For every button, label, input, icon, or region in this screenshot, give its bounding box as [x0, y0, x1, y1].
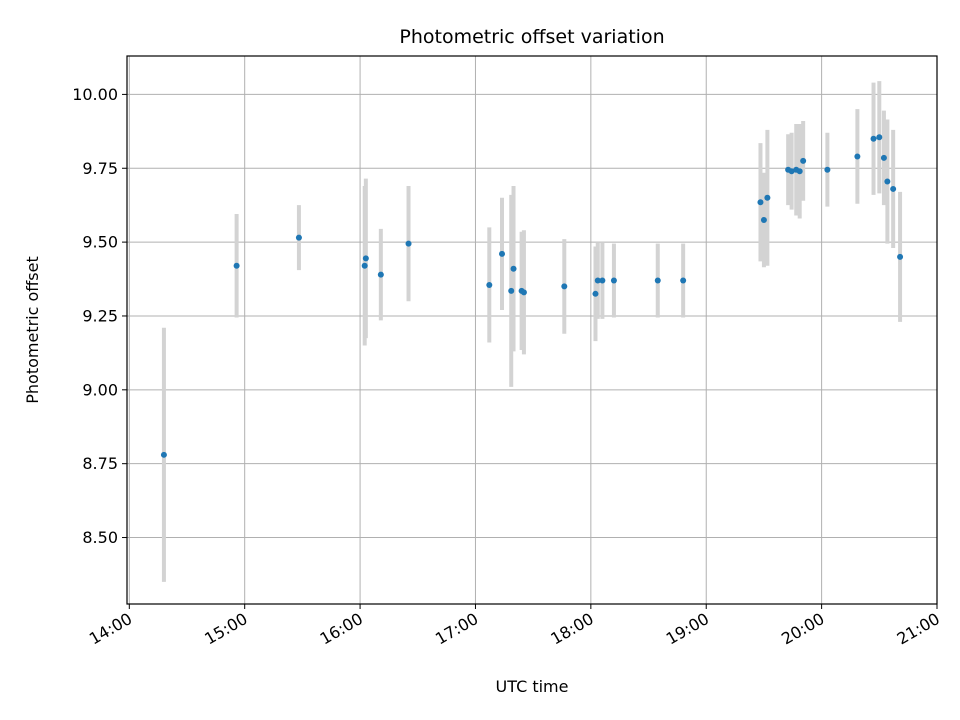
data-point-15 — [594, 277, 601, 284]
data-point-4 — [362, 255, 369, 262]
data-point-24 — [788, 168, 795, 175]
data-point-6 — [405, 240, 412, 247]
data-point-2 — [295, 234, 302, 241]
data-point-17 — [610, 277, 617, 284]
data-point-29 — [854, 153, 861, 160]
y-tick-label-5: 9.75 — [82, 159, 118, 178]
data-point-31 — [876, 134, 883, 141]
data-point-10 — [510, 265, 517, 272]
data-point-8 — [499, 250, 505, 257]
data-point-3 — [361, 262, 368, 269]
chart-title: Photometric offset variation — [399, 26, 664, 48]
y-tick-label-1: 8.75 — [82, 454, 118, 473]
data-point-7 — [486, 281, 493, 288]
y-tick-label-0: 8.50 — [82, 528, 118, 547]
data-point-34 — [890, 185, 897, 192]
data-point-22 — [764, 194, 771, 201]
data-point-27 — [800, 157, 807, 164]
data-point-20 — [757, 199, 764, 206]
data-point-9 — [508, 287, 515, 294]
y-tick-label-2: 9.00 — [82, 380, 118, 399]
data-point-35 — [897, 253, 904, 260]
data-points — [160, 134, 904, 458]
data-point-14 — [592, 290, 599, 297]
plot-frame — [126, 55, 938, 605]
data-point-21 — [760, 216, 767, 223]
data-point-33 — [884, 178, 891, 185]
data-point-1 — [233, 262, 240, 269]
data-point-16 — [599, 277, 606, 284]
plot-area — [127, 56, 937, 604]
data-point-28 — [824, 166, 831, 173]
data-point-13 — [561, 283, 568, 290]
data-point-26 — [796, 168, 803, 175]
x-axis-label: UTC time — [496, 677, 569, 696]
data-point-30 — [870, 135, 877, 142]
y-tick-label-3: 9.25 — [82, 306, 118, 325]
y-tick-label-6: 10.00 — [72, 85, 118, 104]
y-axis-ticks: 8.50 8.75 9.00 9.25 9.50 9.75 10.00 — [72, 85, 127, 547]
data-point-12 — [520, 289, 527, 296]
y-axis-label: Photometric offset — [23, 256, 42, 404]
data-point-18 — [654, 277, 661, 284]
data-point-32 — [880, 154, 887, 161]
data-point-5 — [377, 271, 384, 278]
data-point-19 — [680, 277, 687, 284]
data-point-0 — [160, 451, 167, 458]
y-tick-label-4: 9.50 — [82, 233, 118, 252]
